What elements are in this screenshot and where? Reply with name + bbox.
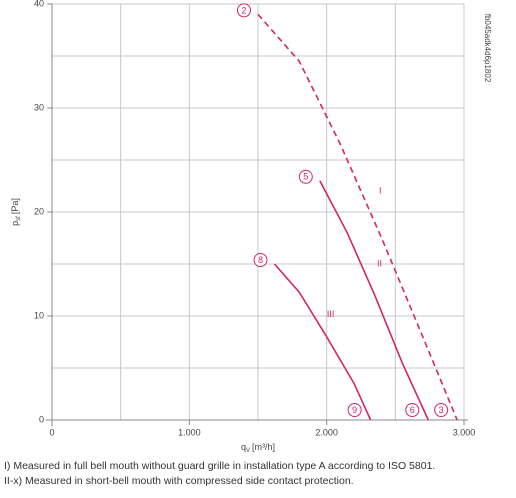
x-label-symbol: q (241, 442, 246, 452)
curve-marker (405, 403, 420, 417)
note: I) Measured in full bell mouth without g… (4, 460, 435, 472)
curve (319, 180, 430, 421)
curve-name: I (379, 186, 382, 196)
curve-name: II (377, 258, 382, 268)
x-tick-label: 0 (49, 427, 54, 437)
y-tick-label: 10 (34, 310, 44, 320)
curve-marker (298, 169, 313, 184)
y-tick-label: 20 (34, 206, 44, 216)
curve-marker-label: 5 (303, 172, 308, 182)
code-label: fb045adk4d6p1802 (483, 14, 492, 83)
curve-marker (237, 3, 251, 18)
y-label-unit: [Pa] (10, 198, 20, 214)
note: II-x) Measured in short-bell mouth with … (4, 475, 354, 487)
x-tick-label: 3.000 (453, 427, 476, 437)
x-label-unit: [m³/h] (252, 442, 275, 452)
y-tick-label: 30 (34, 102, 44, 112)
curve-marker-label: 8 (258, 255, 263, 265)
curve-marker (253, 253, 268, 267)
y-tick-label: 0 (39, 414, 44, 424)
x-tick-label: 1.000 (178, 427, 201, 437)
y-label-sub: sf (16, 216, 22, 221)
x-tick-label: 2.000 (315, 427, 338, 437)
y-label-symbol: p (10, 221, 20, 226)
curve-name: III (327, 309, 335, 319)
x-label-sub: V (246, 448, 250, 454)
x-axis-label: qV [m³/h] (241, 442, 275, 453)
curve-marker-label: 6 (410, 405, 415, 415)
curve-marker (434, 403, 449, 417)
y-axis-label: psf [Pa] (10, 198, 21, 226)
y-tick-label: 40 (34, 0, 44, 8)
curve-marker-label: 3 (439, 405, 444, 415)
curve-marker-label: 9 (352, 405, 357, 415)
curve (273, 263, 372, 421)
curve-marker-label: 2 (241, 5, 246, 15)
curve (257, 13, 458, 421)
curve-marker (347, 403, 362, 417)
